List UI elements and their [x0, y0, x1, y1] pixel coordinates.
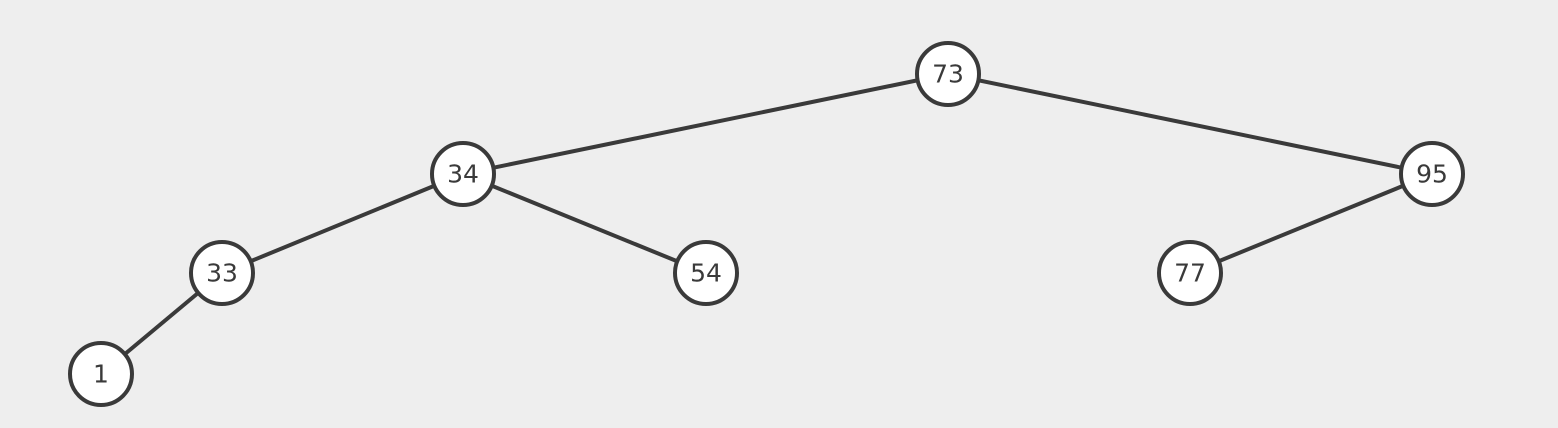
tree-node: 1: [68, 341, 134, 407]
node-label: 33: [206, 259, 238, 288]
node-label: 1: [93, 360, 109, 389]
tree-node: 77: [1157, 240, 1223, 306]
tree-edge: [1189, 172, 1433, 275]
node-label: 73: [932, 60, 964, 89]
node-circle: [430, 141, 496, 207]
tree-edge: [947, 72, 1433, 176]
node-circle: [673, 240, 739, 306]
node-label: 77: [1174, 259, 1206, 288]
tree-node: 34: [430, 141, 496, 207]
node-circle: [1157, 240, 1223, 306]
tree-edges: [99, 72, 1433, 376]
node-circle: [915, 41, 981, 107]
tree-edge: [221, 172, 464, 275]
node-label: 95: [1416, 160, 1448, 189]
node-circle: [189, 240, 255, 306]
tree-edge: [462, 72, 949, 176]
tree-node: 33: [189, 240, 255, 306]
tree-edge: [462, 172, 707, 275]
node-circle: [1399, 141, 1465, 207]
tree-node: 54: [673, 240, 739, 306]
node-label: 54: [690, 259, 722, 288]
tree-node: 73: [915, 41, 981, 107]
tree-node: 95: [1399, 141, 1465, 207]
node-circle: [68, 341, 134, 407]
node-label: 34: [447, 160, 479, 189]
